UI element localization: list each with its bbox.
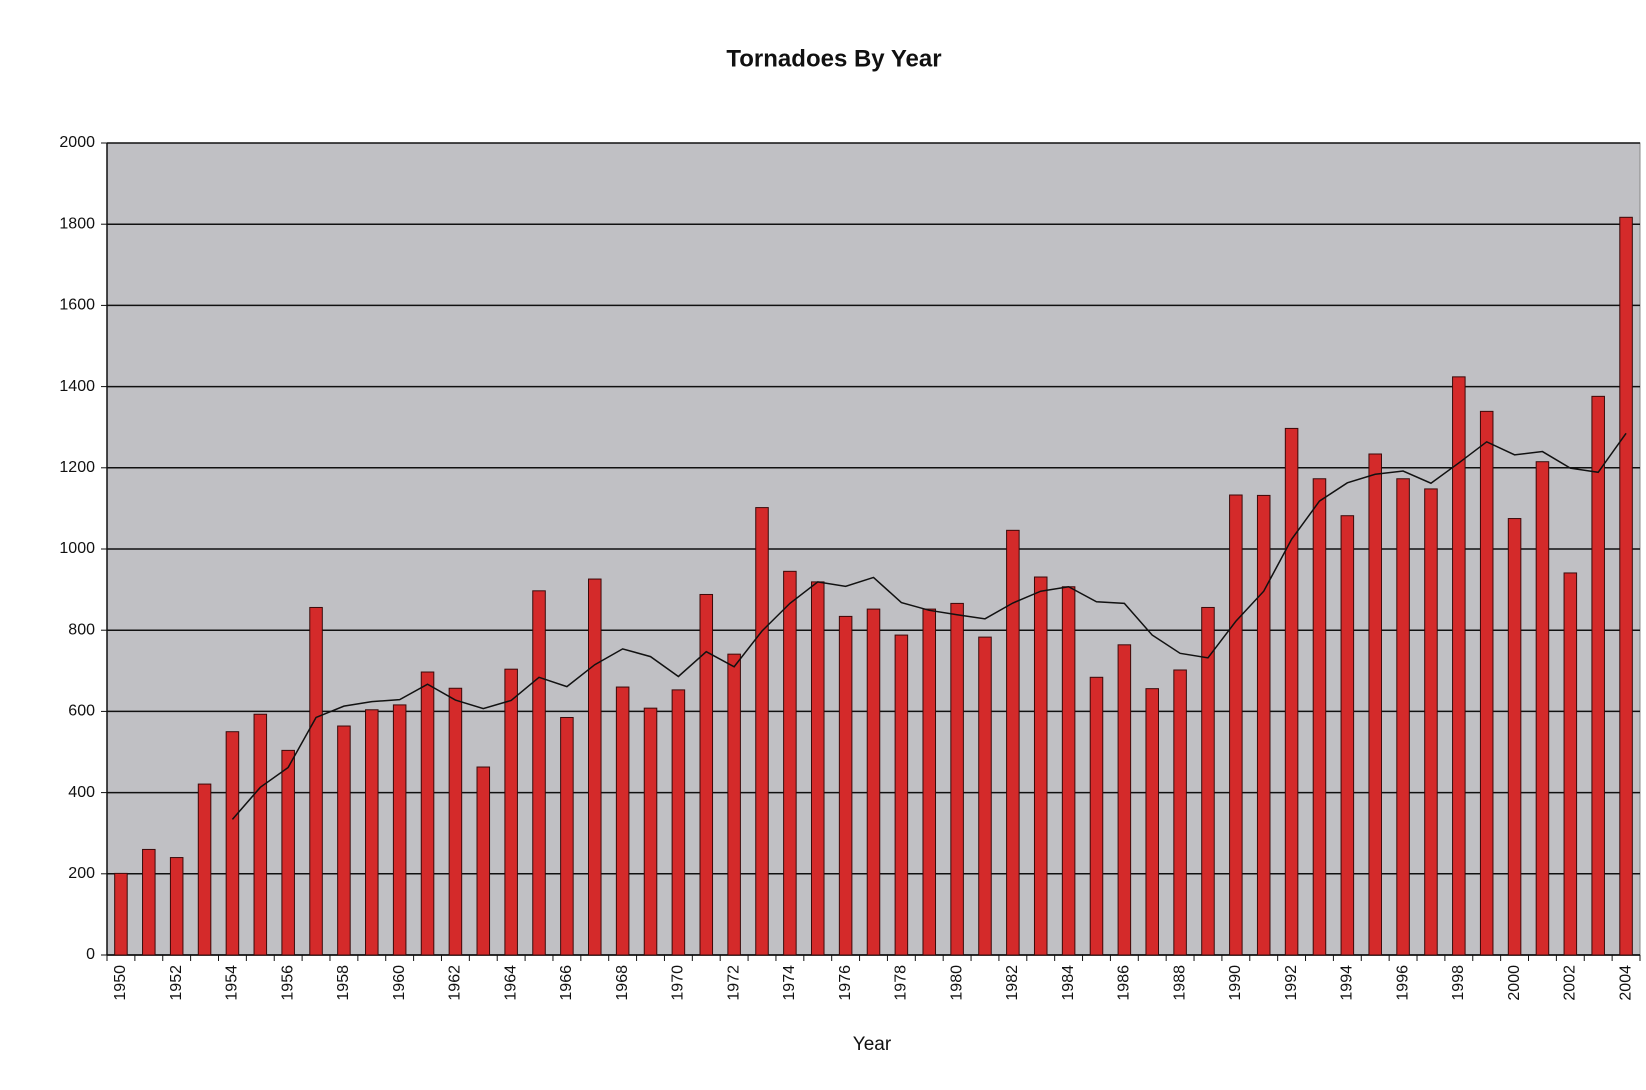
bar: [894, 634, 909, 956]
bar: [197, 783, 212, 956]
x-tick-label: 1974: [781, 965, 798, 1001]
bar: [253, 713, 268, 956]
y-tick-label: 200: [68, 865, 95, 882]
y-tick-label: 600: [68, 703, 95, 720]
bar: [1591, 395, 1605, 956]
bar: [1563, 572, 1578, 956]
bar: [727, 653, 741, 956]
y-tick-label: 1200: [59, 459, 95, 476]
bar: [699, 593, 714, 956]
bar: [783, 570, 797, 956]
x-axis-label: Year: [853, 1034, 892, 1055]
bar: [142, 848, 156, 956]
bar: [1145, 688, 1159, 956]
x-tick-label: 1988: [1171, 965, 1188, 1001]
x-tick-label: 1980: [948, 965, 965, 1001]
y-tick-label: 0: [86, 946, 95, 963]
bar: [1061, 586, 1076, 956]
x-tick-label: 1954: [224, 965, 241, 1001]
bar: [1507, 518, 1522, 956]
x-tick-label: 1968: [614, 965, 631, 1001]
bar: [866, 608, 881, 956]
bar: [1089, 676, 1104, 956]
x-tick-label: 1992: [1283, 965, 1300, 1001]
x-tick-label: 2000: [1506, 965, 1523, 1001]
x-tick-label: 1962: [447, 965, 464, 1001]
bar: [1424, 488, 1438, 956]
bar: [1284, 427, 1299, 956]
x-tick-label: 1958: [335, 965, 352, 1001]
y-tick-label: 2000: [59, 134, 95, 151]
x-tick-label: 1986: [1116, 965, 1133, 1001]
bar: [169, 857, 184, 956]
x-tick-label: 1982: [1004, 965, 1021, 1001]
bar: [225, 731, 240, 956]
y-tick-label: 1800: [59, 215, 95, 232]
bar: [114, 872, 128, 956]
bar: [978, 636, 992, 956]
y-tick-label: 1600: [59, 297, 95, 314]
bar: [588, 578, 602, 956]
bar: [838, 615, 853, 956]
bar: [1340, 515, 1355, 956]
bar: [1312, 478, 1327, 956]
x-tick-label: 1950: [112, 965, 129, 1001]
bar: [281, 749, 295, 956]
x-tick-label: 1978: [893, 965, 910, 1001]
bar: [560, 716, 574, 956]
bar: [1368, 453, 1382, 956]
bar: [1452, 376, 1466, 956]
x-tick-label: 1966: [558, 965, 575, 1001]
x-tick-label: 1984: [1060, 965, 1077, 1001]
y-tick-label: 1000: [59, 540, 95, 557]
bar: [448, 687, 463, 956]
bar: [504, 668, 518, 956]
y-tick-label: 400: [68, 784, 95, 801]
bar: [1256, 494, 1271, 956]
bar: [532, 590, 546, 956]
bar: [1117, 644, 1132, 956]
x-tick-label: 1970: [670, 965, 687, 1001]
bar: [392, 704, 407, 956]
bar: [615, 686, 630, 956]
y-tick-label: 1400: [59, 378, 95, 395]
bar: [420, 671, 435, 956]
bar: [1396, 478, 1410, 956]
x-tick-label: 1976: [837, 965, 854, 1001]
x-tick-label: 1956: [279, 965, 296, 1001]
bar: [309, 606, 323, 956]
x-tick-label: 1990: [1227, 965, 1244, 1001]
bar: [671, 689, 686, 956]
x-tick-label: 1952: [168, 965, 185, 1001]
bar: [1201, 606, 1215, 956]
bar: [1535, 461, 1550, 956]
x-tick-label: 1994: [1339, 965, 1356, 1001]
chart-title: Tornadoes By Year: [726, 45, 941, 72]
bar: [950, 602, 964, 956]
bar: [337, 725, 351, 956]
bar: [1479, 410, 1494, 956]
x-tick-label: 1998: [1450, 965, 1467, 1001]
bar: [365, 709, 379, 956]
x-tick-label: 1960: [391, 965, 408, 1001]
trend-line: [231, 432, 1627, 820]
bar: [1619, 216, 1633, 956]
bar: [922, 608, 937, 956]
x-tick-label: 1996: [1394, 965, 1411, 1001]
x-tick-label: 2002: [1562, 965, 1579, 1001]
x-tick-label: 1964: [502, 965, 519, 1001]
y-tick-label: 800: [68, 621, 95, 638]
bar: [755, 507, 769, 956]
bar: [810, 581, 825, 956]
bar: [1173, 669, 1187, 956]
bar: [1006, 529, 1020, 956]
x-tick-label: 2004: [1617, 965, 1634, 1001]
bar: [1229, 494, 1243, 956]
bar: [643, 707, 658, 956]
bar: [1033, 576, 1048, 956]
bar: [476, 766, 491, 956]
x-tick-label: 1972: [725, 965, 742, 1001]
